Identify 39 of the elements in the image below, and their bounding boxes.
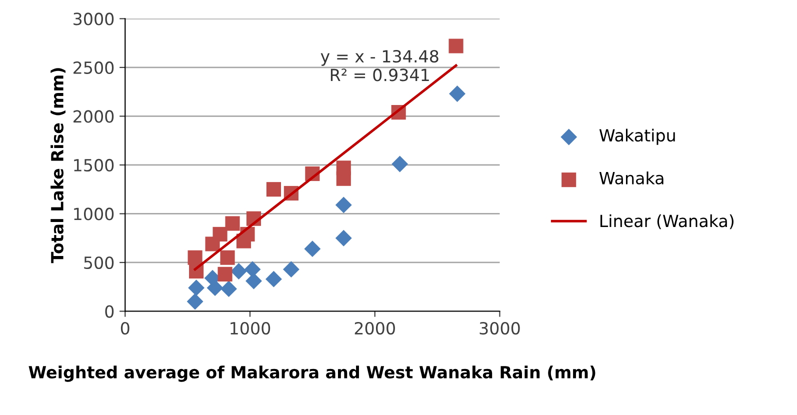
point	[212, 226, 228, 242]
point	[218, 266, 232, 282]
y-tick-label: 1500	[74, 158, 114, 172]
y-axis-title: Total Lake Rise (mm)	[50, 68, 66, 264]
point	[392, 156, 408, 172]
x-tick-label: 1000	[230, 322, 270, 335]
legend-label: Wanaka	[599, 172, 664, 184]
x-axis-title: Weighted average of Makarora and West Wanaka Rain (mm)	[28, 366, 596, 382]
point	[266, 182, 281, 197]
y-tick-label: 3000	[74, 12, 114, 26]
point	[244, 261, 261, 278]
x-tick-label: 0	[120, 322, 130, 335]
point	[206, 280, 224, 296]
point	[304, 240, 321, 258]
point	[186, 293, 204, 310]
y-tick-label: 1000	[74, 208, 114, 220]
legend-label: Linear (Wanaka)	[600, 214, 734, 230]
point	[449, 86, 466, 102]
y-tick-label: 2000	[74, 110, 114, 123]
annotation: y = x - 134.48 R² = 0.9341	[320, 50, 438, 82]
point	[246, 272, 262, 290]
point	[335, 230, 352, 246]
x-tick-label: 2000	[354, 322, 395, 335]
point	[188, 250, 202, 265]
point	[336, 160, 351, 176]
y-tick-label: 0	[105, 305, 114, 318]
point	[448, 38, 464, 54]
y-tick-label: 2500	[74, 61, 114, 74]
legend-label: Wakatipu	[599, 128, 675, 145]
x-tick-label: 3000	[480, 322, 520, 335]
point	[188, 280, 205, 296]
point	[282, 261, 300, 278]
point	[266, 270, 282, 288]
y-tick-label: 500	[84, 256, 114, 270]
point	[335, 196, 352, 214]
point	[230, 263, 247, 280]
point	[220, 280, 237, 298]
point	[225, 216, 240, 231]
point	[220, 250, 235, 265]
